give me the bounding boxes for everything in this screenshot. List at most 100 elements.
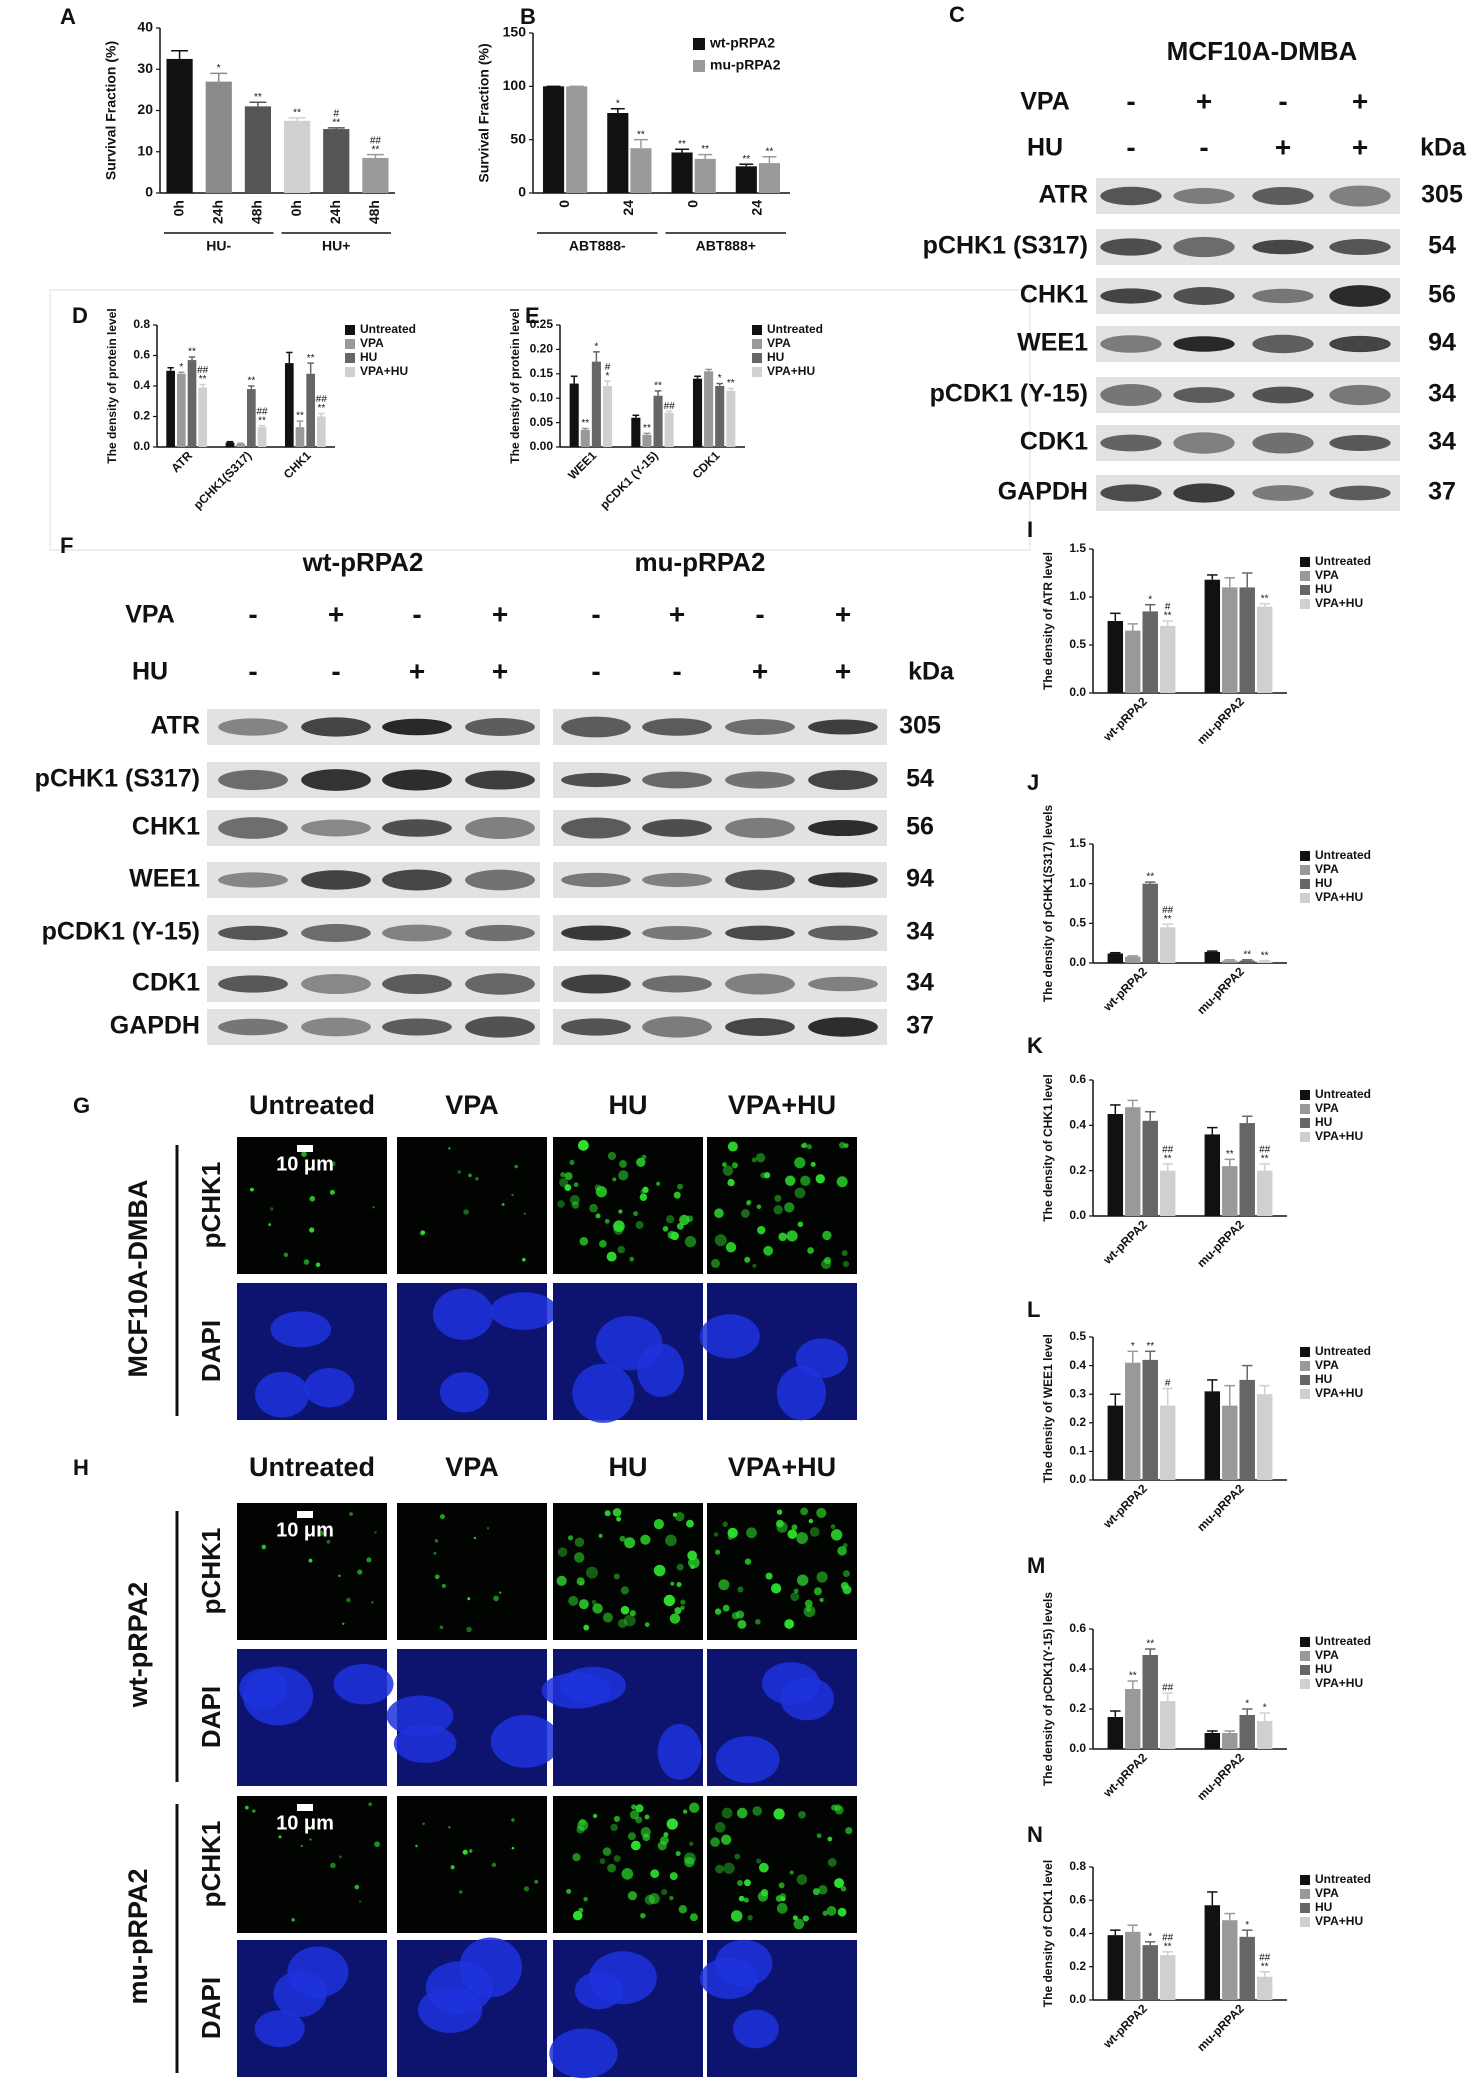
bar — [205, 81, 232, 193]
blot-band — [382, 819, 452, 837]
pchk1-focus — [675, 1851, 681, 1857]
bar — [1107, 1114, 1124, 1216]
pchk1-focus — [366, 1557, 372, 1563]
pchk1-focus — [589, 1203, 598, 1213]
y-tick-label: 0.0 — [133, 439, 150, 453]
treatment-label: VPA — [1020, 88, 1070, 116]
pchk1-focus — [837, 1907, 847, 1917]
bar — [602, 386, 613, 447]
bar — [704, 371, 714, 447]
pchk1-focus — [617, 1245, 626, 1254]
legend-label: Untreated — [1315, 1344, 1371, 1358]
pchk1-focus — [578, 1599, 589, 1610]
pchk1-focus — [635, 1220, 644, 1229]
pchk1-focus — [684, 1235, 697, 1248]
legend-label: HU — [1315, 1372, 1332, 1386]
pchk1-focus — [676, 1563, 684, 1571]
legend-swatch — [1300, 865, 1310, 875]
blot-band — [1252, 485, 1314, 501]
pchk1-focus — [359, 1900, 362, 1903]
bar — [694, 158, 716, 193]
pchk1-focus — [475, 1177, 479, 1181]
pchk1-focus — [674, 1607, 682, 1615]
nucleus — [588, 1951, 657, 2005]
legend-label: VPA+HU — [1315, 1129, 1363, 1143]
pchk1-focus — [804, 1599, 813, 1608]
blot-band — [218, 872, 288, 888]
blot-band — [301, 769, 371, 791]
pchk1-focus — [374, 1531, 377, 1534]
pchk1-focus — [244, 1805, 249, 1810]
significance-mark: # — [1165, 1378, 1171, 1389]
lane-sign: + — [669, 598, 685, 629]
y-tick-label: 0.1 — [1069, 1444, 1086, 1458]
pchk1-focus — [511, 1193, 514, 1197]
pchk1-focus — [757, 1225, 766, 1235]
blot-band — [561, 817, 631, 839]
group-label: ABT888+ — [696, 238, 756, 254]
legend-label: VPA+HU — [1315, 1676, 1363, 1690]
nucleus — [637, 1343, 684, 1397]
y-tick-label: 0.2 — [1069, 1415, 1086, 1429]
y-tick-label: 1.0 — [1069, 876, 1086, 890]
pchk1-focus — [640, 1912, 646, 1919]
treatment-label: HU — [1027, 134, 1063, 162]
y-tick-label: 40 — [137, 19, 153, 35]
pchk1-focus — [636, 1157, 646, 1168]
significance-mark: ** — [254, 92, 262, 103]
pchk1-focus — [574, 1552, 585, 1563]
y-tick-label: 0.4 — [1069, 1926, 1086, 1940]
x-tick-label: 0h — [288, 200, 304, 216]
pchk1-focus — [755, 1619, 761, 1625]
pchk1-focus — [669, 1613, 681, 1624]
bar — [225, 442, 235, 447]
y-tick-label: 0.2 — [1069, 1959, 1086, 1973]
pchk1-focus — [722, 1604, 730, 1612]
bar — [1239, 960, 1255, 963]
lane-sign: - — [591, 598, 600, 629]
blot-band — [1329, 485, 1391, 501]
nucleus — [572, 1363, 635, 1423]
pchk1-focus — [752, 1263, 757, 1268]
bar — [566, 86, 588, 193]
lane-sign: - — [1199, 131, 1208, 162]
bar — [1125, 956, 1141, 963]
pchk1-focus — [736, 1807, 748, 1819]
significance-mark: ** — [1164, 1941, 1172, 1952]
column-header: Untreated — [249, 1090, 375, 1120]
pchk1-focus — [560, 1172, 566, 1178]
y-axis-label: The density of ATR level — [1041, 552, 1055, 690]
pchk1-focus — [756, 1204, 762, 1210]
pchk1-focus — [491, 1862, 497, 1868]
bar — [323, 129, 350, 193]
y-axis-label: The density of protein level — [105, 308, 119, 463]
blot-band — [1329, 285, 1391, 307]
bar — [1256, 1721, 1273, 1749]
panel-letter: I — [1027, 517, 1033, 542]
pchk1-focus — [661, 1888, 668, 1896]
blot-band — [808, 976, 878, 992]
pchk1-focus — [680, 1605, 685, 1611]
pchk1-focus — [689, 1913, 698, 1922]
significance-mark: * — [616, 98, 620, 109]
lane-sign: + — [1275, 131, 1291, 162]
blot-band — [642, 975, 712, 993]
protein-label: pCHK1 (S317) — [35, 765, 200, 793]
legend-swatch — [752, 367, 762, 377]
blot-band — [1329, 185, 1391, 207]
nucleus — [432, 1288, 494, 1340]
blot-band — [465, 718, 535, 736]
y-tick-label: 0.5 — [1069, 637, 1086, 651]
pchk1-focus — [842, 1570, 850, 1578]
pchk1-focus — [834, 1805, 844, 1815]
bar — [726, 390, 736, 447]
blot-band — [1173, 387, 1235, 403]
pchk1-focus — [627, 1891, 638, 1901]
pchk1-focus — [613, 1573, 620, 1580]
pchk1-focus — [812, 1888, 820, 1896]
pchk1-focus — [837, 1546, 847, 1556]
pchk1-focus — [610, 1823, 618, 1832]
legend-swatch — [1300, 571, 1310, 581]
pchk1-focus — [613, 1815, 621, 1823]
